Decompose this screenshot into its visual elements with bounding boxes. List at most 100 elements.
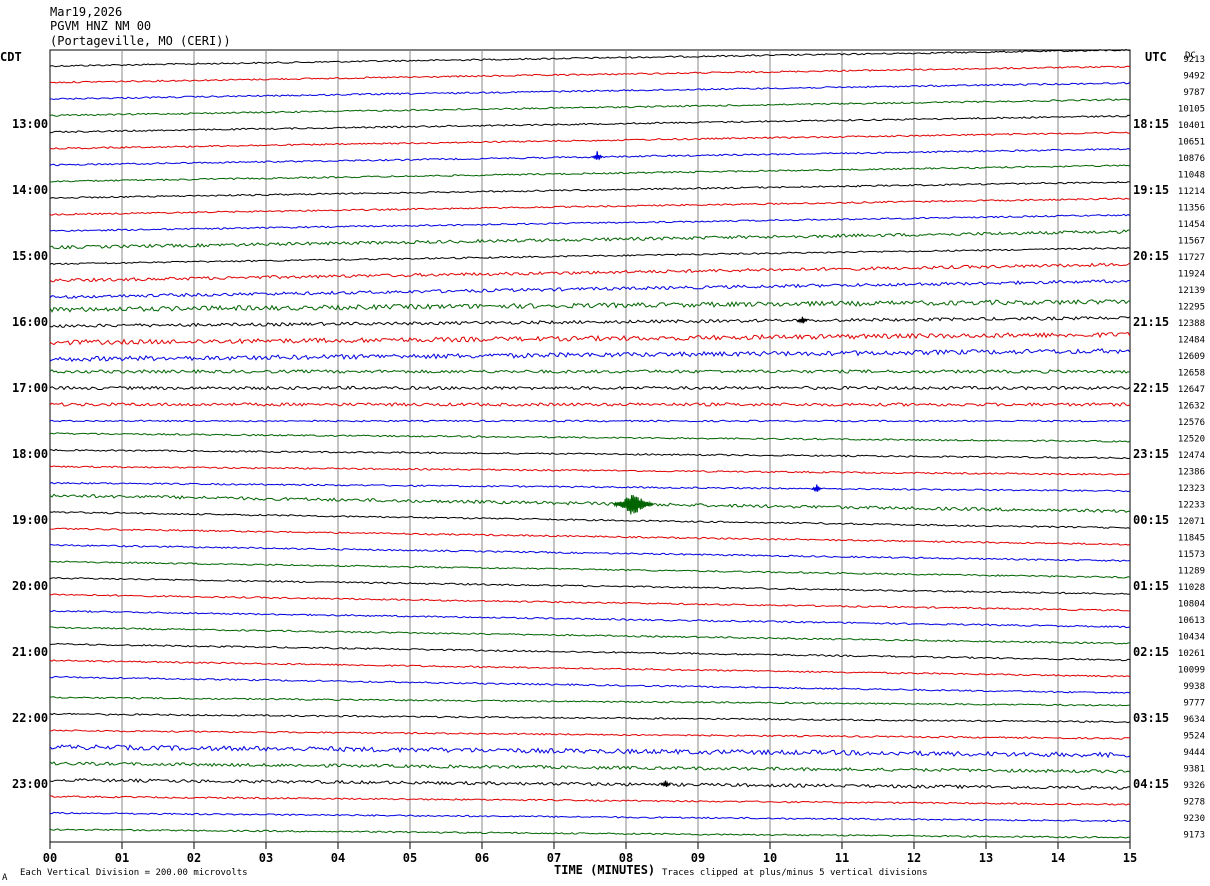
trace-line — [49, 576, 1131, 596]
x-tick-label: 04 — [331, 851, 345, 865]
cdt-hour-labels: 13:00 14:00 15:00 16:00 17:00 18:00 19:00 20:00… — [12, 117, 48, 791]
clip-note: Traces clipped at plus/minus 5 vertical … — [662, 868, 928, 878]
trace-line — [49, 609, 1131, 629]
dc-value: 12139 — [1178, 286, 1205, 296]
event-waveform — [591, 151, 603, 161]
trace-line — [49, 659, 1131, 678]
trace-group — [49, 48, 1131, 839]
trace-line — [49, 811, 1131, 823]
x-tick-label: 06 — [475, 851, 489, 865]
trace-line — [49, 419, 1131, 423]
dc-value: 9777 — [1183, 699, 1205, 709]
scale-note: Each Vertical Division = 200.00 microvol… — [20, 868, 248, 878]
cdt-hour-label: 19:00 — [12, 513, 48, 527]
dc-value: 12474 — [1178, 451, 1205, 461]
x-tick-label: 00 — [43, 851, 57, 865]
trace-line — [49, 299, 1131, 313]
trace-line — [49, 262, 1131, 283]
dc-value: 9634 — [1183, 715, 1205, 725]
utc-hour-label: 23:15 — [1133, 447, 1169, 461]
trace-line — [49, 448, 1131, 460]
event-waveform — [797, 316, 808, 324]
dc-value: 10804 — [1178, 600, 1205, 610]
dc-value: 11727 — [1178, 253, 1205, 263]
dc-value: 12386 — [1178, 468, 1205, 478]
utc-hour-label: 03:15 — [1133, 711, 1169, 725]
utc-hour-label: 01:15 — [1133, 579, 1169, 593]
utc-hour-label: 18:15 — [1133, 117, 1169, 131]
trace-line — [49, 229, 1131, 250]
event-waveform — [811, 484, 822, 492]
x-tick-label: 09 — [691, 851, 705, 865]
trace-line — [49, 642, 1131, 662]
dc-value: 10261 — [1178, 649, 1205, 659]
cdt-hour-label: 21:00 — [12, 645, 48, 659]
dc-value: 12520 — [1178, 435, 1205, 445]
trace-line — [49, 48, 1131, 68]
dc-value: 12609 — [1178, 352, 1205, 362]
trace-line — [49, 481, 1131, 493]
trace-line — [49, 98, 1131, 117]
cdt-hour-label: 20:00 — [12, 579, 48, 593]
dc-label: DC — [1185, 51, 1196, 61]
dc-value: 10613 — [1178, 616, 1205, 626]
trace-line — [49, 369, 1131, 375]
x-tick-label: 12 — [907, 851, 921, 865]
trace-line — [49, 147, 1131, 167]
trace-line — [49, 778, 1131, 791]
dc-value: 10401 — [1178, 121, 1205, 131]
minute-grid — [121, 50, 1059, 842]
x-tick-label: 14 — [1051, 851, 1065, 865]
utc-hour-labels: 18:15 19:15 20:15 21:15 22:15 23:15 00:15 01:15… — [1133, 117, 1169, 791]
utc-hour-label: 22:15 — [1133, 381, 1169, 395]
trace-line — [50, 114, 1131, 134]
cdt-hour-label: 23:00 — [12, 777, 48, 791]
dc-value: 9326 — [1183, 781, 1205, 791]
x-tick-label: 07 — [547, 851, 561, 865]
dc-value: 11454 — [1178, 220, 1205, 230]
x-tick-label: 02 — [187, 851, 201, 865]
dc-value: 11214 — [1178, 187, 1205, 197]
utc-hour-label: 21:15 — [1133, 315, 1169, 329]
dc-value: 11845 — [1178, 534, 1205, 544]
dc-value: 10434 — [1178, 633, 1205, 643]
dc-value: 9524 — [1183, 732, 1205, 742]
dc-value: 10651 — [1178, 138, 1205, 148]
trace-line — [49, 744, 1131, 759]
trace-line — [49, 385, 1131, 391]
dc-value: 12071 — [1178, 517, 1205, 527]
dc-value: 12658 — [1178, 369, 1205, 379]
event-waveform — [660, 780, 671, 788]
trace-line — [49, 544, 1131, 563]
trace-line — [49, 316, 1131, 328]
x-tick-label: 05 — [403, 851, 417, 865]
cdt-hour-label: 17:00 — [12, 381, 48, 395]
trace-line — [49, 696, 1130, 707]
trace-line — [49, 527, 1131, 546]
x-tick-label: 10 — [763, 851, 777, 865]
x-tick-label: 11 — [835, 851, 849, 865]
dc-value: 11289 — [1178, 567, 1205, 577]
x-tick-label: 13 — [979, 851, 993, 865]
utc-zone-label: UTC — [1145, 50, 1167, 64]
corner-mark: A — [2, 873, 8, 883]
trace-line — [49, 65, 1131, 84]
trace-line — [49, 560, 1131, 579]
trace-line — [49, 279, 1131, 299]
plot-frame — [49, 49, 1131, 843]
trace-line — [49, 511, 1131, 529]
dc-value: 12647 — [1178, 385, 1205, 395]
dc-value: 11573 — [1178, 550, 1205, 560]
x-axis-label: TIME (MINUTES) — [554, 863, 655, 877]
dc-value: 9787 — [1183, 88, 1205, 98]
dc-value: 9938 — [1183, 682, 1205, 692]
utc-hour-label: 04:15 — [1133, 777, 1169, 791]
x-tick-label: 08 — [619, 851, 633, 865]
trace-line — [49, 246, 1131, 266]
dc-value: 11924 — [1178, 270, 1205, 280]
x-tick-label: 03 — [259, 851, 273, 865]
trace-line — [49, 197, 1131, 216]
utc-hour-label: 19:15 — [1133, 183, 1169, 197]
utc-hour-label: 00:15 — [1133, 513, 1169, 527]
